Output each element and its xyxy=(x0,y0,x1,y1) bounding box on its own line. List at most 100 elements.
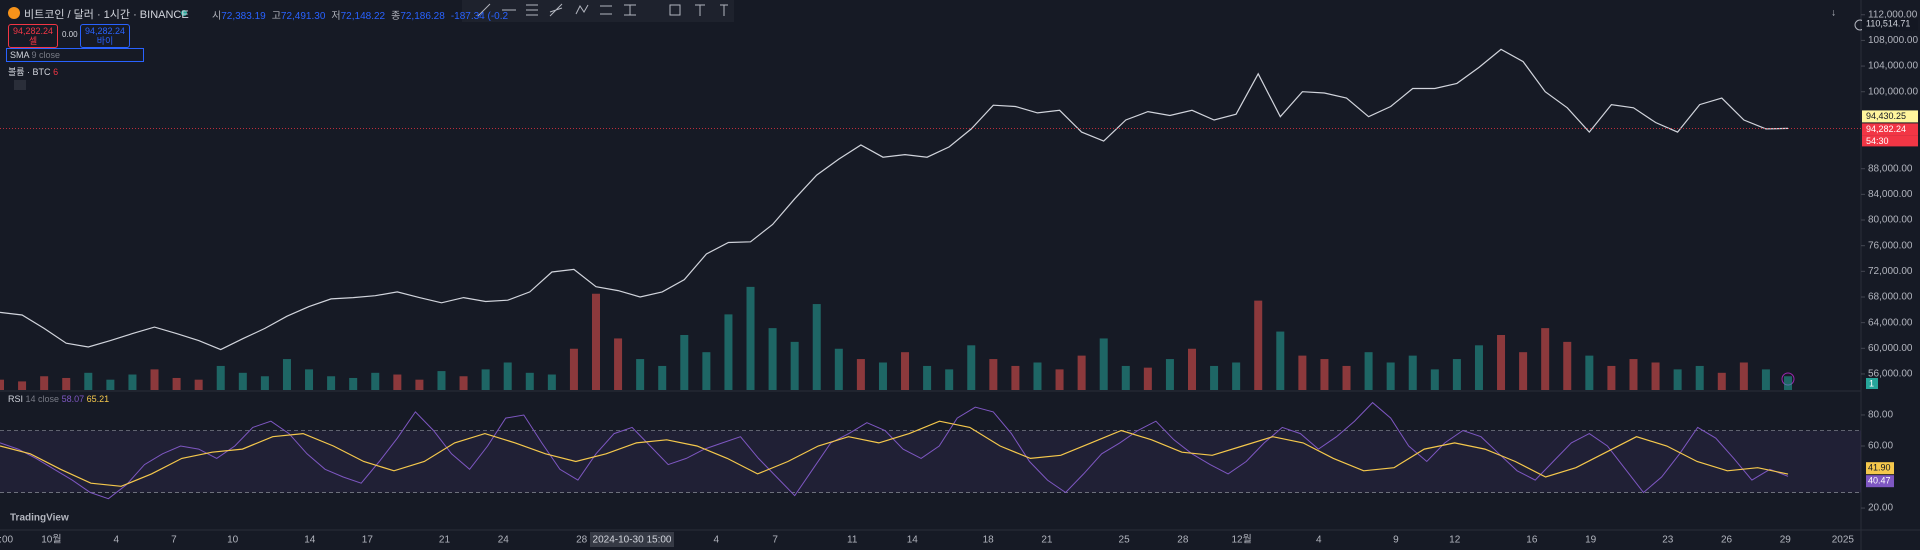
volume-bar xyxy=(481,369,490,390)
rsi-line xyxy=(0,401,1789,500)
y-tick-label: 84,000.00 xyxy=(1868,189,1913,200)
ohlc-value: 72,148.22 xyxy=(340,11,386,22)
collapse-icon[interactable]: ↓ xyxy=(1831,8,1836,19)
volume-bar xyxy=(260,376,269,390)
x-tick-label: 28 xyxy=(1177,535,1189,546)
y-tick-label: 20.00 xyxy=(1868,503,1893,514)
sma-badge-label: 94,430.25 xyxy=(1866,111,1906,121)
volume-bar xyxy=(216,365,225,390)
drawing-toolbar[interactable] xyxy=(462,0,734,22)
volume-name: 볼륨 · BTC xyxy=(8,67,51,77)
rsi-params: 14 close xyxy=(25,394,60,404)
volume-bar xyxy=(0,379,4,390)
ohlc-legend: 시72,383.19 고72,491.30 저72,148.22 종72,186.28… xyxy=(212,7,508,22)
x-tick-label: 7 xyxy=(171,535,177,546)
volume-bar xyxy=(1695,365,1704,390)
volume-bar xyxy=(18,381,27,390)
y-tick-label: 56,000.00 xyxy=(1868,369,1913,380)
volume-bar xyxy=(989,359,998,390)
volume-bar xyxy=(1342,365,1351,390)
x-tick-label: 14 xyxy=(304,535,316,546)
y-tick-label: 88,000.00 xyxy=(1868,163,1913,174)
volume-bar xyxy=(1276,331,1285,390)
y-tick-label: 100,000.00 xyxy=(1868,86,1918,97)
sell-button[interactable]: 94,282.24 셀 xyxy=(8,24,59,48)
volume-bar xyxy=(1143,367,1152,390)
volume-bar xyxy=(1519,352,1528,390)
volume-bar xyxy=(1607,365,1616,390)
x-tick-label: 21 xyxy=(439,535,451,546)
ohlc-key: 종 xyxy=(391,11,401,22)
volume-bar xyxy=(1165,359,1174,390)
buy-price: 94,282.24 xyxy=(85,26,126,36)
ohlc-value: 72,383.19 xyxy=(221,11,266,22)
rsi-legend: RSI 14 close 58.07 65.21 xyxy=(8,394,109,404)
volume-bar xyxy=(415,379,424,390)
volume-legend: 볼륨 · BTC 6 xyxy=(8,65,58,78)
rsi-ma-value: 65.21 xyxy=(86,394,110,404)
volume-bar xyxy=(40,376,49,390)
x-tick-label: 26 xyxy=(1721,535,1733,546)
sma-legend[interactable]: SMA 9 close xyxy=(6,48,144,62)
volume-bar xyxy=(194,379,203,390)
x-tick-label: 14 xyxy=(907,535,919,546)
countdown: 54:30 xyxy=(1866,136,1889,146)
x-tick-label: 9 xyxy=(1393,535,1399,546)
ohlc-key: 고 xyxy=(271,11,281,22)
volume-bar xyxy=(349,377,358,390)
volume-bar xyxy=(967,345,976,390)
volume-bar xyxy=(1673,369,1682,390)
collapse-button[interactable] xyxy=(14,80,26,90)
price-badge-label: 94,282.24 xyxy=(1866,124,1906,134)
high-badge-label: 110,514.71 xyxy=(1866,19,1910,29)
volume-bar xyxy=(1077,355,1086,390)
volume-bar xyxy=(106,379,115,390)
sell-price: 94,282.24 xyxy=(13,26,54,36)
volume-bar xyxy=(172,377,181,390)
rsi-value: 58.07 xyxy=(61,394,85,404)
volume-bar xyxy=(901,352,910,390)
high-badge xyxy=(1862,18,1918,31)
volume-bar xyxy=(1497,335,1506,390)
x-tick-label: :00 xyxy=(0,535,14,546)
volume-bar xyxy=(1210,365,1219,390)
buy-button[interactable]: 94,282.24 바이 xyxy=(80,24,131,48)
x-tick-label: 21 xyxy=(1041,535,1053,546)
volume-bar xyxy=(150,369,159,390)
brand-logo: TradingView xyxy=(10,513,69,524)
x-tick-label: 10월 xyxy=(41,534,61,546)
volume-bar xyxy=(393,374,402,390)
spread: 0.00 xyxy=(62,30,78,39)
volume-bar xyxy=(503,362,512,390)
volume-bar xyxy=(790,341,799,390)
sma-params: 9 close xyxy=(31,50,61,60)
y-tick-label: 60.00 xyxy=(1868,441,1893,452)
volume-bar xyxy=(1386,362,1395,390)
rsi-badge-label: 41.90 xyxy=(1868,463,1891,473)
x-tick-label: 16 xyxy=(1526,535,1538,546)
x-tick-label: 12 xyxy=(1449,535,1461,546)
countdown-bg xyxy=(1862,135,1918,147)
ohlc-key: 저 xyxy=(331,11,341,22)
x-tick-label: 4 xyxy=(1316,535,1322,546)
volume-bar xyxy=(724,314,733,390)
volume-bar xyxy=(702,352,711,390)
y-tick-label: 80,000.00 xyxy=(1868,215,1913,226)
volume-value: 6 xyxy=(53,67,59,77)
volume-bar xyxy=(1784,376,1792,390)
x-tick-label: 28 xyxy=(576,535,588,546)
sma-name: SMA xyxy=(10,50,30,60)
rsi-badge xyxy=(1866,462,1894,475)
volume-bar xyxy=(1099,338,1108,390)
btc-icon xyxy=(8,7,20,19)
volume-bar xyxy=(84,372,93,390)
volume-bar xyxy=(525,372,534,390)
volume-bar xyxy=(1474,345,1483,390)
volume-bar xyxy=(1739,362,1748,390)
volume-bar xyxy=(1298,355,1307,390)
volume-bar xyxy=(128,374,137,390)
x-tick-label: 11 xyxy=(847,535,858,546)
x-tick-label: 4 xyxy=(114,535,120,546)
ohlc-key: 시 xyxy=(212,11,222,22)
